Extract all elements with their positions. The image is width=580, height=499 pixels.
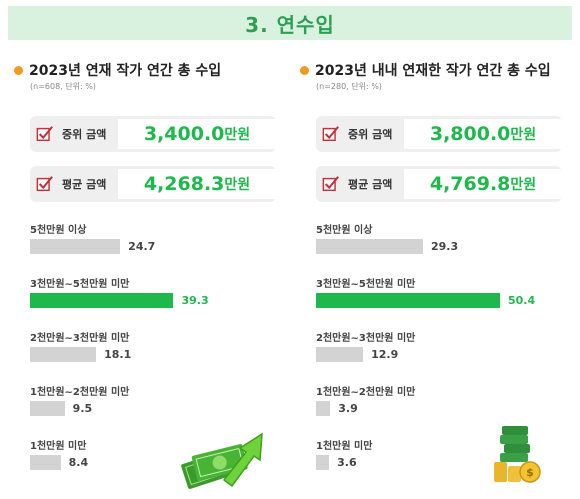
mean-box: 평균 금액 4,769.8 만원: [316, 166, 562, 202]
panel-title-text: 2023년 내내 연재한 작가 연간 총 수입: [315, 63, 551, 79]
median-box: 중위 금액 3,400.0 만원: [30, 116, 276, 152]
category-label: 1천만원~2천만원 미만: [30, 387, 130, 398]
panel-title: 2023년 연재 작가 연간 총 수입: [14, 60, 221, 80]
bar: [316, 455, 330, 470]
bullet-dot-icon: [300, 65, 309, 75]
money-arrow-icon: [181, 432, 263, 489]
checkbox-check-icon: [36, 176, 53, 192]
bar-value-label: 8.4: [68, 456, 89, 469]
category-label: 5천만원 이상: [316, 225, 373, 236]
bar-value-label: 12.9: [371, 348, 399, 361]
bar-value-label: 3.9: [338, 402, 358, 415]
panel-all-authors: 2023년 연재 작가 연간 총 수입 (n=608, 단위: %) 중위 금액…: [14, 54, 284, 494]
category-label: 2천만원~3천만원 미만: [30, 333, 130, 344]
category-label: 1천만원~2천만원 미만: [316, 387, 416, 398]
median-label: 중위 금액: [62, 128, 107, 141]
bar: [30, 455, 61, 470]
mean-label: 평균 금액: [348, 178, 393, 191]
bar-value-label: 50.4: [508, 294, 536, 307]
panel-title-text: 2023년 연재 작가 연간 총 수입: [29, 63, 222, 79]
median-box: 중위 금액 3,800.0 만원: [316, 116, 562, 152]
bar: [316, 293, 500, 308]
checkbox-check-icon: [322, 126, 339, 142]
median-unit: 만원: [224, 127, 251, 143]
mean-box: 평균 금액 4,268.3 만원: [30, 166, 276, 202]
bar-value-label: 24.7: [128, 240, 156, 253]
mean-value: 4,769.8: [429, 173, 511, 195]
bar: [30, 239, 121, 254]
checkbox-check-icon: [322, 176, 339, 192]
bar-value-label: 29.3: [430, 240, 459, 253]
header-banner: 3. 연수입: [8, 6, 572, 40]
panel-note: (n=280, 단위: %): [316, 82, 382, 91]
coin-stack-icon: $: [494, 426, 541, 483]
bar: [30, 401, 65, 416]
category-label: 2천만원~3천만원 미만: [316, 333, 416, 344]
category-label: 1천만원 미만: [316, 441, 373, 452]
page-title: 3. 연수입: [245, 12, 335, 37]
mean-unit: 만원: [224, 177, 251, 193]
median-value: 3,400.0: [143, 123, 225, 145]
panel-full-year-authors: 2023년 내내 연재한 작가 연간 총 수입 (n=280, 단위: %) 중…: [300, 54, 570, 494]
mean-unit: 만원: [510, 177, 537, 193]
mean-value: 4,268.3: [143, 173, 225, 195]
bar: [30, 347, 97, 362]
bar: [316, 347, 364, 362]
mean-label: 평균 금액: [62, 178, 107, 191]
category-label: 1천만원 미만: [30, 441, 87, 452]
bar: [316, 401, 331, 416]
median-label: 중위 금액: [348, 128, 393, 141]
bullet-dot-icon: [14, 65, 23, 75]
panel-note: (n=608, 단위: %): [30, 82, 96, 91]
checkbox-check-icon: [36, 126, 53, 142]
panel-title: 2023년 내내 연재한 작가 연간 총 수입: [300, 60, 551, 80]
bar-value-label: 18.1: [104, 348, 132, 361]
category-label: 5천만원 이상: [30, 225, 87, 236]
bar: [30, 293, 174, 308]
median-unit: 만원: [510, 127, 537, 143]
bar: [316, 239, 423, 254]
category-label: 3천만원~5천만원 미만: [30, 279, 130, 290]
bar-value-label: 9.5: [72, 402, 93, 415]
svg-text:$: $: [526, 466, 534, 479]
category-label: 3천만원~5천만원 미만: [316, 279, 416, 290]
median-value: 3,800.0: [429, 123, 511, 145]
bar-value-label: 3.6: [337, 456, 357, 469]
bar-value-label: 39.3: [181, 294, 209, 307]
